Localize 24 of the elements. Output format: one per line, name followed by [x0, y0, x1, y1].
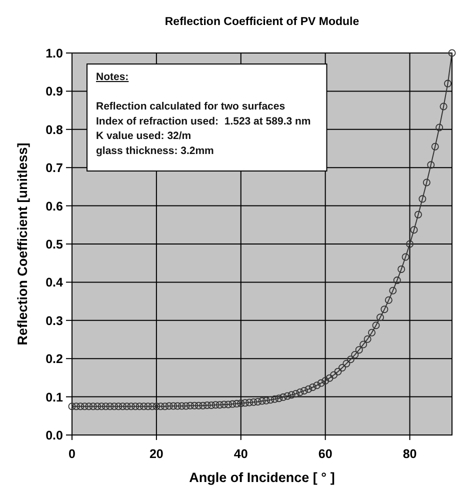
y-tick-label: 0.6 [46, 199, 64, 214]
x-tick-label: 60 [318, 447, 332, 461]
y-tick-label: 0.2 [46, 352, 64, 366]
y-tick-label: 0.3 [46, 314, 64, 328]
x-axis-title: Angle of Incidence [ ° ] [189, 470, 335, 485]
y-tick-label: 0.7 [46, 161, 64, 176]
chart-title: Reflection Coefficient of PV Module [164, 16, 360, 28]
x-tick-label: 80 [402, 447, 417, 461]
y-tick-label: 0.4 [46, 276, 64, 290]
x-tick-label: 0 [68, 447, 76, 461]
y-axis-title: Reflection Coefficient [unitless] [15, 142, 30, 346]
y-tick-label: 1.0 [46, 46, 64, 60]
annotation: Notes: [96, 71, 129, 83]
y-tick-label: 0.1 [46, 390, 64, 404]
x-tick-label: 20 [149, 447, 164, 461]
annotation: Index of refraction used: 1.523 at 589.3 nm [96, 115, 311, 128]
y-tick-label: 0.5 [46, 238, 64, 252]
annotation: Reflection calculated for two surfaces [96, 100, 286, 113]
y-tick-label: 0.8 [46, 122, 64, 137]
annotation: glass thickness: 3.2mm [96, 145, 214, 157]
x-tick-label: 40 [234, 447, 248, 461]
y-tick-label: 0.0 [46, 428, 64, 442]
annotation: K value used: 32/m [96, 130, 192, 142]
y-tick-label: 0.9 [46, 84, 64, 99]
